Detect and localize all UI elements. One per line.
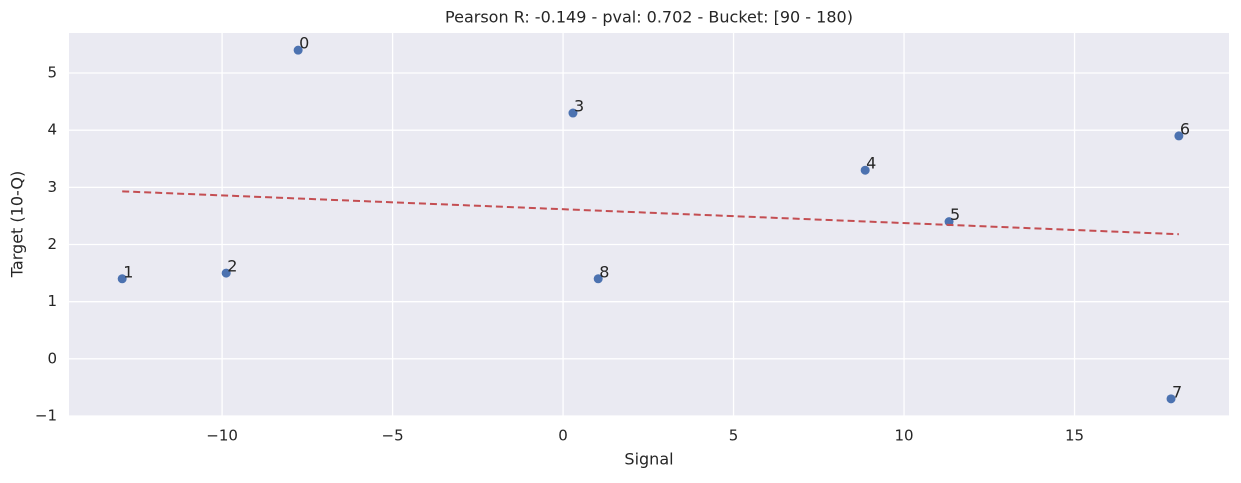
point xyxy=(860,165,870,175)
y-tick-label: 2 xyxy=(47,235,57,253)
point xyxy=(568,108,578,118)
y-tick-label: 0 xyxy=(47,349,57,367)
y-tick-label: 4 xyxy=(47,121,57,139)
point-label: 2 xyxy=(227,257,237,276)
y-tick-label: −1 xyxy=(35,407,57,425)
point xyxy=(221,268,231,278)
y-tick-label: 1 xyxy=(47,292,57,310)
x-tick-label: 5 xyxy=(729,427,739,445)
chart-title: Pearson R: -0.149 - pval: 0.702 - Bucket… xyxy=(445,8,853,27)
x-tick-label: −5 xyxy=(382,427,404,445)
trend-line xyxy=(122,190,1179,236)
y-tick-label: 3 xyxy=(47,178,57,196)
point-label: 5 xyxy=(950,205,960,224)
point-label: 8 xyxy=(599,262,609,281)
x-tick-label: 10 xyxy=(895,427,914,445)
y-axis-label: Target (10-Q) xyxy=(8,171,27,278)
point xyxy=(293,45,303,55)
point-label: 1 xyxy=(123,262,133,281)
point-label: 6 xyxy=(1180,119,1190,138)
plot-area xyxy=(69,33,1229,416)
point-label: 7 xyxy=(1172,382,1182,401)
x-tick-label: 15 xyxy=(1065,427,1084,445)
point-label: 3 xyxy=(574,97,584,116)
point-label: 4 xyxy=(866,154,876,173)
point-label: 0 xyxy=(299,34,309,53)
point xyxy=(593,274,603,284)
point xyxy=(1166,394,1176,404)
x-axis-label: Signal xyxy=(624,450,673,469)
y-tick-label: 5 xyxy=(47,64,57,82)
x-tick-label: −10 xyxy=(206,427,238,445)
x-tick-label: 0 xyxy=(558,427,568,445)
point xyxy=(117,274,127,284)
point xyxy=(1174,131,1184,141)
